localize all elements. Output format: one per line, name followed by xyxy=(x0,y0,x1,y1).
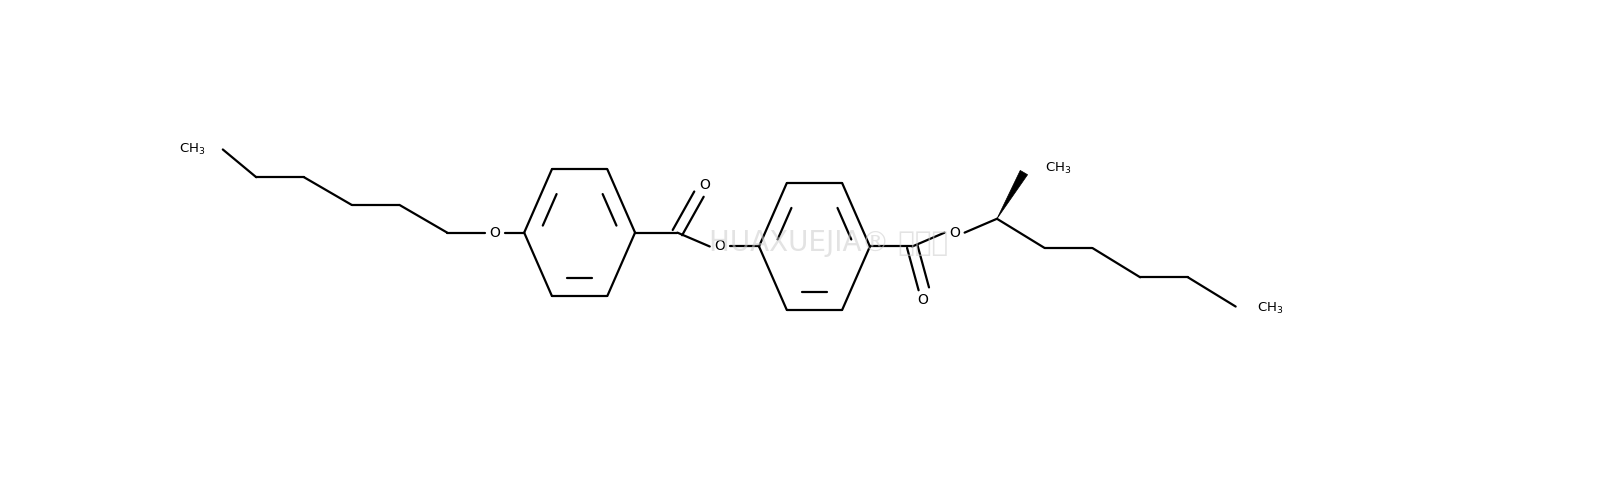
Polygon shape xyxy=(998,171,1027,219)
Text: O: O xyxy=(715,240,724,254)
Text: O: O xyxy=(700,178,710,192)
Text: CH$_3$: CH$_3$ xyxy=(1046,161,1072,176)
Text: CH$_3$: CH$_3$ xyxy=(1256,301,1284,316)
Text: CH$_3$: CH$_3$ xyxy=(179,142,205,157)
Text: HUAXUEJIA® 化学加: HUAXUEJIA® 化学加 xyxy=(710,229,948,257)
Text: O: O xyxy=(917,293,928,307)
Text: O: O xyxy=(949,226,960,240)
Text: O: O xyxy=(490,226,500,240)
